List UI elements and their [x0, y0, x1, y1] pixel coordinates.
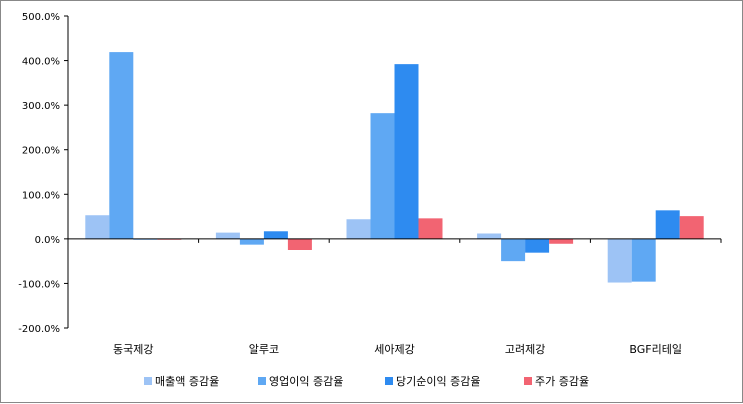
bar: [655, 210, 680, 239]
bar: [549, 238, 574, 244]
bar: [607, 238, 632, 283]
bar: [525, 238, 550, 253]
axes: [67, 16, 722, 328]
legend-swatch: [385, 377, 393, 385]
y-tick-label: 100.0%: [22, 190, 60, 201]
y-axis-ticks: -200.0% -100.0% 0.0% 100.0% 200.0% 300.0% 400.…: [18, 12, 68, 335]
bar: [346, 219, 371, 239]
category-label: 동국제강: [113, 343, 153, 356]
category-label: 고려제강: [505, 343, 545, 356]
y-tick-label: 300.0%: [22, 101, 60, 112]
category-labels: 동국제강 알루코 세아제강 고려제강 BGF리테일: [113, 342, 682, 356]
bar: [239, 238, 264, 245]
legend-label: 매출액 증감율: [155, 375, 219, 388]
legend: 매출액 증감율 영업이익 증감율 당기순이익 증감율 주가 증감율: [144, 375, 589, 388]
y-tick-label: -200.0%: [18, 324, 60, 335]
bar: [109, 52, 134, 239]
bar: [370, 113, 395, 239]
y-tick-label: 400.0%: [22, 57, 60, 68]
legend-label: 주가 증감율: [535, 375, 589, 388]
bar: [501, 238, 526, 262]
bars: [85, 52, 704, 283]
y-tick-label: 200.0%: [22, 146, 60, 157]
category-label: BGF리테일: [629, 342, 682, 356]
bar: [631, 238, 656, 282]
bar: [287, 238, 312, 250]
legend-swatch: [524, 377, 532, 385]
bar: [477, 233, 502, 239]
legend-label: 당기순이익 증감율: [396, 375, 480, 388]
bar: [394, 64, 419, 239]
category-label: 세아제강: [374, 343, 414, 356]
legend-label: 영업이익 증감율: [269, 375, 343, 388]
bar: [418, 218, 443, 239]
bar: [263, 231, 288, 239]
legend-swatch: [258, 377, 266, 385]
y-tick-label: 500.0%: [22, 12, 60, 23]
bar: [679, 216, 704, 239]
bar: [215, 232, 240, 239]
y-tick-label: 0.0%: [35, 235, 60, 246]
category-label: 알루코: [249, 342, 279, 356]
y-tick-label: -100.0%: [18, 279, 60, 290]
legend-swatch: [144, 377, 152, 385]
bar: [85, 215, 110, 239]
